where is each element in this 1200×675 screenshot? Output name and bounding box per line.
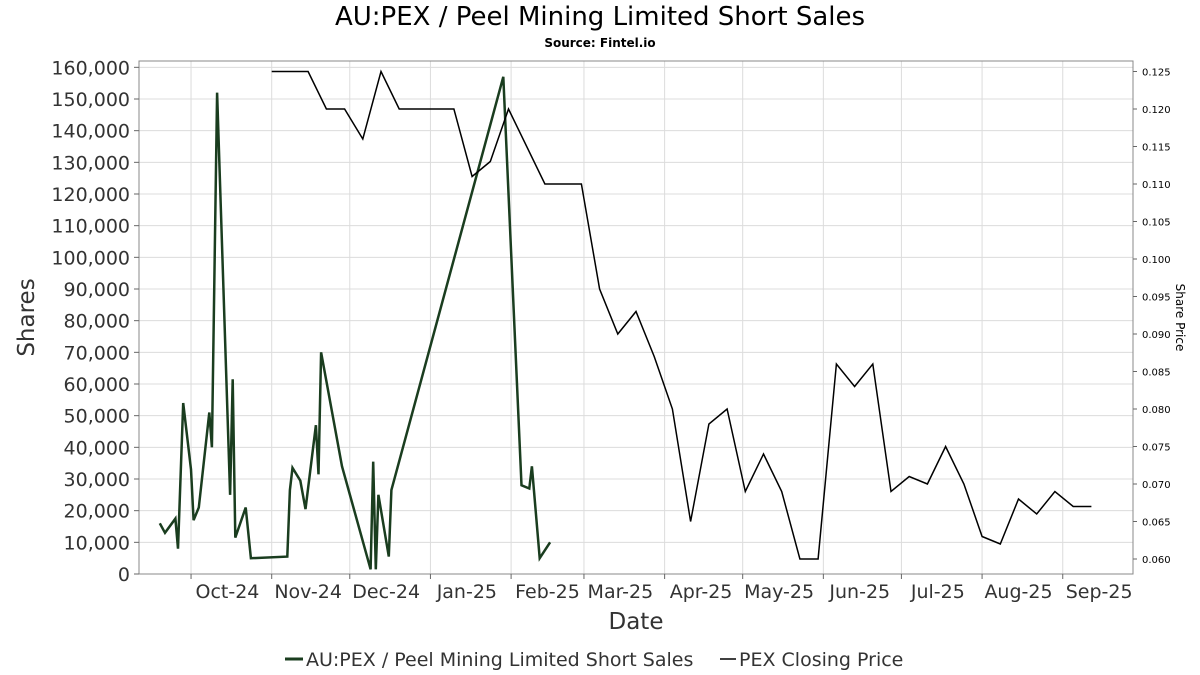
x-tick-label: Aug-25 xyxy=(984,581,1052,603)
right-tick-label: 0.080 xyxy=(1142,405,1171,416)
right-tick-label: 0.090 xyxy=(1142,330,1171,341)
left-axis-ticks: 0 10,000 20,000 30,000 40,000 50,000 60,000 70,… xyxy=(51,57,139,586)
chart-title: AU:PEX / Peel Mining Limited Short Sales xyxy=(334,2,866,32)
right-tick-label: 0.060 xyxy=(1142,555,1171,566)
legend: AU:PEX / Peel Mining Limited Short Sales… xyxy=(285,649,903,671)
left-tick-label: 0 xyxy=(118,564,130,586)
x-tick-label: Mar-25 xyxy=(588,581,654,603)
right-tick-label: 0.125 xyxy=(1142,68,1171,79)
y2-axis-title: Share Price xyxy=(1173,284,1187,352)
legend-label-closing-price: PEX Closing Price xyxy=(739,649,903,671)
x-tick-label: Apr-25 xyxy=(670,581,733,603)
right-tick-label: 0.070 xyxy=(1142,480,1171,491)
left-tick-label: 50,000 xyxy=(64,406,130,428)
grid-vertical xyxy=(190,61,1064,574)
left-tick-label: 100,000 xyxy=(51,247,130,269)
x-tick-label: Jul-25 xyxy=(910,581,965,603)
x-tick-label: Sep-25 xyxy=(1066,581,1133,603)
left-tick-label: 40,000 xyxy=(64,437,130,459)
plot-area xyxy=(139,61,1133,574)
x-axis-title: Date xyxy=(609,609,664,635)
x-tick-label: Jun-25 xyxy=(828,581,890,603)
y-axis-title: Shares xyxy=(14,278,40,356)
x-tick-label: Dec-24 xyxy=(352,581,420,603)
left-tick-label: 120,000 xyxy=(51,184,130,206)
x-tick-label: Feb-25 xyxy=(515,581,580,603)
series-layer xyxy=(158,69,1092,570)
right-axis-ticks: 0.060 0.065 0.070 0.075 0.080 0.085 0.090 0.095… xyxy=(1133,68,1171,566)
right-tick-label: 0.100 xyxy=(1142,255,1171,266)
right-tick-label: 0.115 xyxy=(1142,143,1171,154)
x-axis-ticks: Oct-24 Nov-24 Dec-24 Jan-25 Feb-25 Mar-25 Apr-… xyxy=(190,574,1133,603)
x-tick-label: Jan-25 xyxy=(436,581,497,603)
left-tick-label: 90,000 xyxy=(64,279,130,301)
left-tick-label: 20,000 xyxy=(64,501,130,523)
series-line-closing-price xyxy=(271,69,1092,560)
right-tick-label: 0.065 xyxy=(1142,518,1171,529)
x-tick-label: Oct-24 xyxy=(196,581,260,603)
left-tick-label: 160,000 xyxy=(51,57,130,79)
right-tick-label: 0.085 xyxy=(1142,368,1171,379)
left-tick-label: 140,000 xyxy=(51,121,130,143)
left-tick-label: 70,000 xyxy=(64,342,130,364)
x-tick-label: May-25 xyxy=(744,581,814,603)
left-tick-label: 80,000 xyxy=(64,311,130,333)
x-tick-label: Nov-24 xyxy=(274,581,342,603)
right-tick-label: 0.075 xyxy=(1142,443,1171,454)
series-line-short-sales xyxy=(158,76,552,570)
left-tick-label: 150,000 xyxy=(51,89,130,111)
right-tick-label: 0.095 xyxy=(1142,293,1171,304)
chart-subtitle: Source: Fintel.io xyxy=(544,36,656,50)
legend-label-short-sales: AU:PEX / Peel Mining Limited Short Sales xyxy=(306,649,693,671)
left-tick-label: 130,000 xyxy=(51,152,130,174)
left-tick-label: 30,000 xyxy=(64,469,130,491)
left-tick-label: 10,000 xyxy=(64,532,130,554)
right-tick-label: 0.120 xyxy=(1142,105,1171,116)
plot-frame xyxy=(138,60,1134,575)
right-tick-label: 0.110 xyxy=(1142,180,1171,191)
left-tick-label: 110,000 xyxy=(51,216,130,238)
left-tick-label: 60,000 xyxy=(64,374,130,396)
right-tick-label: 0.105 xyxy=(1142,218,1171,229)
